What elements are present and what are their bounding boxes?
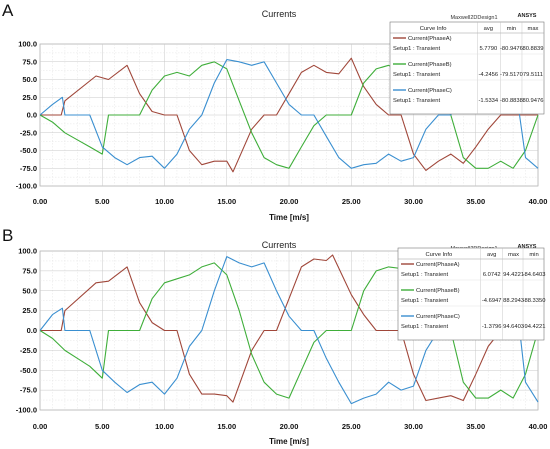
legend-series-name: Current(PhaseC) (416, 314, 460, 320)
series-line-phase-b (39, 258, 539, 399)
legend-header: Curve Info (420, 26, 447, 32)
legend-setup: Setup1 : Transient (401, 298, 448, 304)
y-tick-label: 0.0 (27, 111, 37, 120)
y-tick-label: -50.0 (20, 366, 37, 375)
legend-setup: Setup1 : Transient (393, 98, 440, 104)
x-tick-label: 5.00 (95, 197, 110, 206)
y-tick-label: -75.0 (20, 164, 37, 173)
legend-series-name: Current(PhaseA) (416, 262, 460, 268)
legend-setup: Setup1 : Transient (393, 46, 440, 52)
series-line-phase-b (39, 61, 539, 169)
legend-stat: -4.2456 (478, 72, 498, 78)
design-label: Maxwell2DDesign1 (450, 15, 497, 21)
x-tick-label: 25.00 (342, 422, 361, 431)
brand-logo: ANSYS (518, 13, 537, 19)
legend-stat: -4.6947 (482, 298, 502, 304)
legend-stat: 94.6403 (503, 324, 524, 330)
legend-setup: Setup1 : Transient (401, 324, 448, 330)
x-tick-label: 0.00 (33, 422, 48, 431)
legend-stat: -94.4221 (523, 324, 546, 330)
legend-series-name: Current(PhaseB) (416, 288, 460, 294)
legend-stat: 5.7790 (479, 46, 497, 52)
x-tick-label: 10.00 (155, 422, 174, 431)
y-tick-label: 0.0 (27, 326, 37, 335)
x-tick-label: 35.00 (466, 197, 485, 206)
panel-letter: A (2, 1, 14, 20)
legend-stat: 6.0742 (483, 272, 501, 278)
y-tick-label: -25.0 (20, 346, 37, 355)
x-tick-label: 5.00 (95, 422, 110, 431)
legend-header: max (528, 26, 539, 32)
legend-setup: Setup1 : Transient (393, 72, 440, 78)
chart-panel-a: A Currents Maxwell2DDesign1 ANSYS 100.0 75.0 5… (2, 1, 547, 222)
brand-logo: ANSYS (518, 244, 537, 250)
legend-header: Curve Info (426, 252, 453, 258)
legend-setup: Setup1 : Transient (401, 272, 448, 278)
legend: Curve Info avg max min Current(PhaseA) Setup1… (397, 247, 546, 341)
x-tick-label: 20.00 (280, 197, 299, 206)
series-line-phase-a (40, 254, 538, 403)
x-tick-label: 40.00 (529, 197, 548, 206)
legend-stat: 79.5111 (523, 72, 543, 78)
x-tick-label: 30.00 (404, 422, 423, 431)
y-tick-label: 100.0 (18, 40, 37, 49)
legend-stat: -79.5170 (500, 72, 523, 78)
legend-stat: 88.2943 (503, 298, 524, 304)
chart-title: Currents (262, 240, 297, 250)
legend: Curve Info avg min max Current(PhaseA) Setup1… (389, 21, 545, 115)
x-tick-label: 40.00 (529, 422, 548, 431)
y-tick-label: 50.0 (22, 75, 37, 84)
y-tick-label: -25.0 (20, 128, 37, 137)
chart-title: Currents (262, 9, 297, 19)
legend-series-name: Current(PhaseB) (408, 62, 452, 68)
panel-letter: B (2, 226, 13, 245)
legend-header: min (529, 252, 538, 258)
y-tick-label: 25.0 (22, 306, 37, 315)
legend-header: min (507, 26, 516, 32)
y-tick-label: 100.0 (18, 247, 37, 256)
x-tick-label: 0.00 (33, 197, 48, 206)
y-tick-label: -75.0 (20, 386, 37, 395)
y-tick-label: -50.0 (20, 146, 37, 155)
legend-header: avg (487, 252, 496, 258)
grid (39, 43, 539, 187)
legend-stat: -88.3350 (523, 298, 546, 304)
legend-stat: -1.5334 (478, 98, 498, 104)
y-tick-label: -100.0 (16, 406, 37, 415)
y-tick-label: 50.0 (22, 286, 37, 295)
legend-series-name: Current(PhaseA) (408, 36, 452, 42)
x-tick-label: 25.00 (342, 197, 361, 206)
legend-stat: -84.6403 (523, 272, 546, 278)
x-tick-label: 15.00 (217, 422, 236, 431)
legend-stat: 80.9476 (522, 98, 543, 104)
legend-header: avg (484, 26, 493, 32)
series-line-phase-a (40, 57, 538, 173)
x-tick-label: 20.00 (280, 422, 299, 431)
x-tick-label: 10.00 (155, 197, 174, 206)
chart-panel-b: BCurrentsMaxwell2DDesign1ANSYS100.075.05… (2, 226, 547, 446)
legend-stat: 94.4221 (503, 272, 524, 278)
legend-box (389, 21, 545, 115)
legend-stat: 80.8839 (522, 46, 543, 52)
x-tick-label: 35.00 (466, 422, 485, 431)
legend-box (397, 247, 545, 341)
x-tick-label: 30.00 (404, 197, 423, 206)
legend-header: max (508, 252, 519, 258)
x-axis-label: Time [m/s] (269, 437, 309, 446)
y-tick-label: -100.0 (16, 182, 37, 191)
legend-stat: -80.9476 (500, 46, 523, 52)
x-axis-label: Time [m/s] (269, 213, 309, 222)
y-tick-label: 75.0 (22, 266, 37, 275)
y-tick-label: 75.0 (22, 57, 37, 66)
x-tick-label: 15.00 (217, 197, 236, 206)
legend-stat: -1.3796 (482, 324, 502, 330)
legend-stat: -80.8838 (500, 98, 523, 104)
legend-series-name: Current(PhaseC) (408, 88, 452, 94)
y-tick-label: 25.0 (22, 93, 37, 102)
